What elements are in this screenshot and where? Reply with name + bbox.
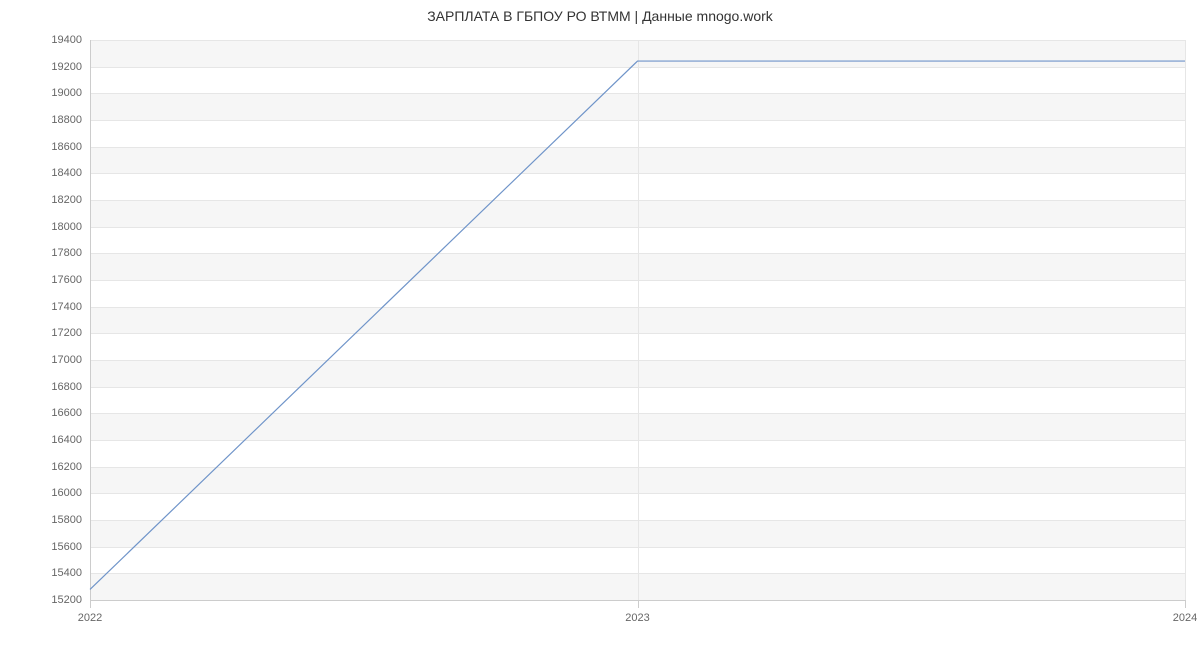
y-tick-label: 18600 xyxy=(51,141,82,153)
x-axis-line xyxy=(90,600,1185,601)
y-tick-label: 18400 xyxy=(51,167,82,179)
y-tick-label: 17200 xyxy=(51,327,82,339)
series-salary xyxy=(90,61,1185,589)
y-tick-label: 16600 xyxy=(51,407,82,419)
y-tick-label: 19400 xyxy=(51,34,82,46)
x-tick-label: 2024 xyxy=(1173,612,1197,624)
x-tick xyxy=(1185,600,1186,608)
chart-container: ЗАРПЛАТА В ГБПОУ РО ВТММ | Данные mnogo.… xyxy=(0,0,1200,650)
x-tick xyxy=(90,600,91,608)
x-tick xyxy=(638,600,639,608)
y-tick-label: 18800 xyxy=(51,114,82,126)
chart-title: ЗАРПЛАТА В ГБПОУ РО ВТММ | Данные mnogo.… xyxy=(0,8,1200,24)
y-tick-label: 17400 xyxy=(51,301,82,313)
plot-area: 1520015400156001580016000162001640016600… xyxy=(90,40,1185,600)
y-tick-label: 15200 xyxy=(51,594,82,606)
y-tick-label: 15600 xyxy=(51,541,82,553)
y-tick-label: 16000 xyxy=(51,487,82,499)
x-tick-label: 2022 xyxy=(78,612,102,624)
y-tick-label: 15400 xyxy=(51,567,82,579)
y-tick-label: 17000 xyxy=(51,354,82,366)
y-tick-label: 18200 xyxy=(51,194,82,206)
y-tick-label: 18000 xyxy=(51,221,82,233)
y-tick-label: 16200 xyxy=(51,461,82,473)
y-tick-label: 19200 xyxy=(51,61,82,73)
gridline-vertical xyxy=(1185,40,1186,600)
y-tick-label: 16800 xyxy=(51,381,82,393)
y-tick-label: 17600 xyxy=(51,274,82,286)
y-tick-label: 19000 xyxy=(51,87,82,99)
series-layer xyxy=(90,40,1185,600)
x-tick-label: 2023 xyxy=(625,612,649,624)
y-tick-label: 16400 xyxy=(51,434,82,446)
y-tick-label: 17800 xyxy=(51,247,82,259)
y-tick-label: 15800 xyxy=(51,514,82,526)
